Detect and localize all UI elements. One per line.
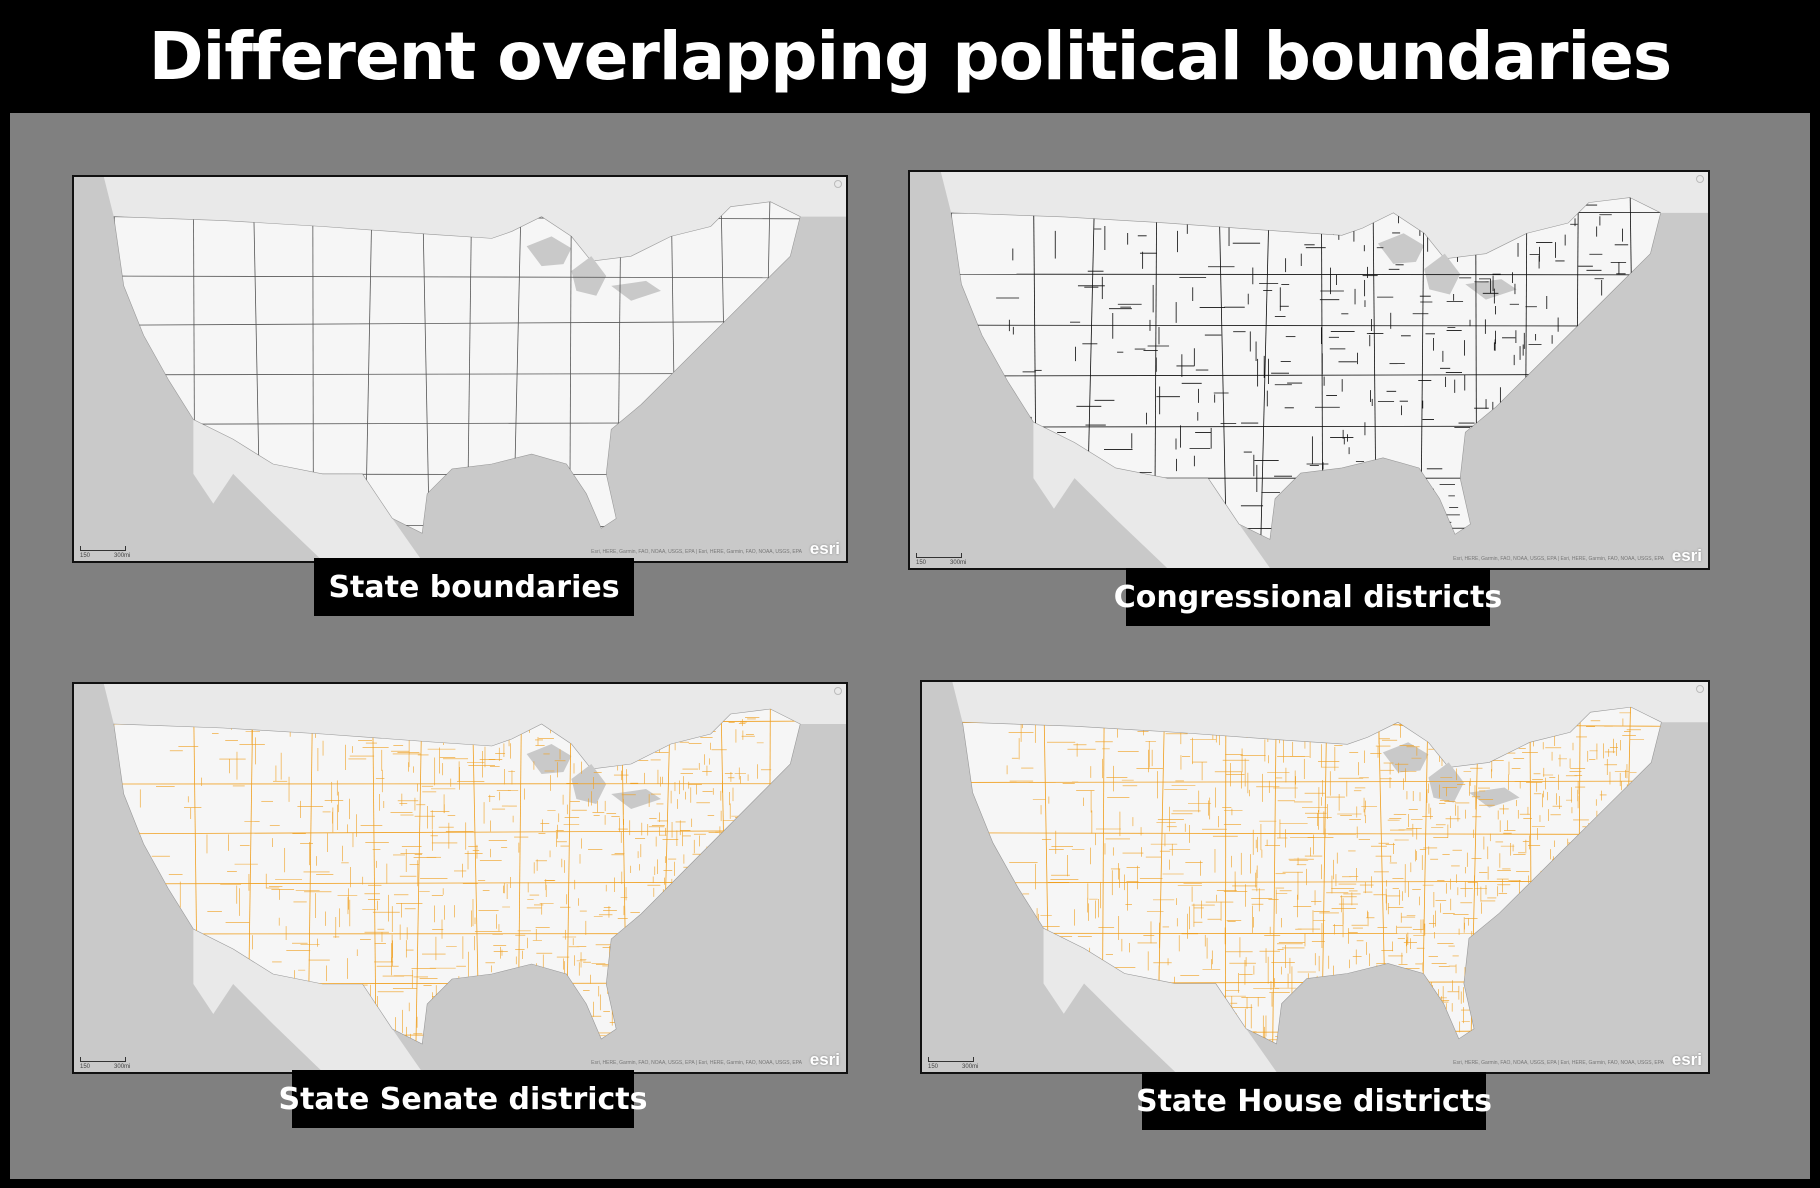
map-canvas [74, 684, 846, 1072]
esri-logo: esri [809, 539, 840, 558]
map-canvas [74, 177, 846, 561]
esri-logo: esri [1671, 1050, 1702, 1069]
caption-state-boundaries: State boundaries [314, 558, 634, 616]
map-attribution: Esri, HERE, Garmin, FAO, NOAA, USGS, EPA… [591, 1060, 802, 1066]
map-canvas [922, 682, 1708, 1072]
map-canvas [910, 172, 1708, 568]
state-senate-districts-map[interactable]: 150 300mi Esri, HERE, Garmin, FAO, NOAA, … [72, 682, 848, 1074]
map-control-icon[interactable] [1696, 175, 1704, 183]
caption-state-house-districts: State House districts [1136, 1072, 1492, 1130]
state-house-districts-map[interactable]: 150 300mi Esri, HERE, Garmin, FAO, NOAA, … [920, 680, 1710, 1074]
scale-labels: 150 300mi [80, 1064, 131, 1070]
map-attribution: Esri, HERE, Garmin, FAO, NOAA, USGS, EPA… [591, 549, 802, 555]
map-control-icon[interactable] [834, 180, 842, 188]
scale-bar [928, 1057, 974, 1062]
map-control-icon[interactable] [834, 687, 842, 695]
state-boundaries-map[interactable]: 150 300mi Esri, HERE, Garmin, FAO, NOAA, … [72, 175, 848, 563]
scale-bar [916, 553, 962, 558]
esri-logo: esri [809, 1050, 840, 1069]
map-attribution: Esri, HERE, Garmin, FAO, NOAA, USGS, EPA… [1453, 1060, 1664, 1066]
scale-labels: 150 300mi [916, 560, 967, 566]
map-control-icon[interactable] [1696, 685, 1704, 693]
scale-bar [80, 546, 126, 551]
scale-labels: 150 300mi [80, 553, 131, 559]
caption-congressional-districts: Congressional districts [1114, 568, 1502, 626]
page-title: Different overlapping political boundari… [0, 0, 1820, 113]
scale-labels: 150 300mi [928, 1064, 979, 1070]
caption-state-senate-districts: State Senate districts [278, 1070, 648, 1128]
scale-bar [80, 1057, 126, 1062]
congressional-districts-map[interactable]: 150 300mi Esri, HERE, Garmin, FAO, NOAA, … [908, 170, 1710, 570]
map-attribution: Esri, HERE, Garmin, FAO, NOAA, USGS, EPA… [1453, 556, 1664, 562]
esri-logo: esri [1671, 546, 1702, 565]
